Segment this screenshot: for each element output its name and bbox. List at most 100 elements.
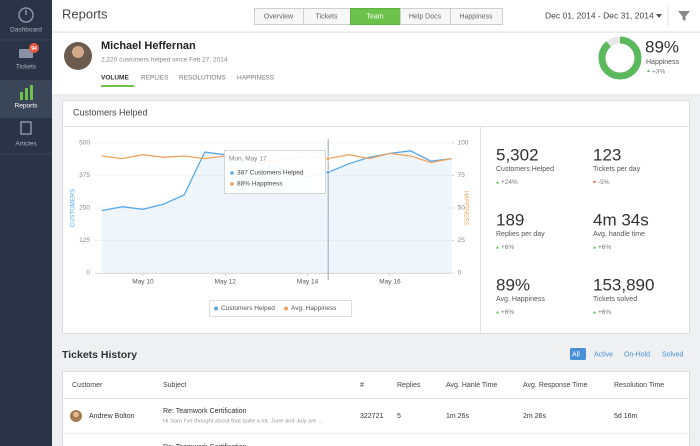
ticket-subject[interactable]: Re: Teamwork Certification (163, 408, 247, 415)
up-arrow (496, 246, 499, 249)
stat-change: +6% (501, 309, 514, 316)
y2-tick-label: 75 (458, 172, 466, 179)
dashboard-icon[interactable] (18, 7, 34, 23)
stat-value: 89% (496, 275, 530, 294)
section-title: Tickets History (62, 349, 137, 361)
column-header: Avg. Response Time (523, 382, 588, 389)
column-header: # (360, 382, 364, 389)
ticket-resolution: 5d 16m (614, 413, 638, 420)
tab-label[interactable]: Tickets (316, 13, 338, 20)
stat-change: -5% (598, 179, 610, 186)
profile-tab[interactable]: HAPPINESS (237, 75, 275, 82)
up-arrow (496, 311, 499, 314)
badge-count: 94 (31, 46, 37, 52)
tab-label[interactable]: Help Docs (409, 13, 442, 20)
stat-label: Tickets per day (593, 166, 641, 173)
nav-label[interactable]: Reports (15, 103, 39, 110)
column-header: Avg. Hanle Time (446, 382, 497, 389)
y2-tick-label: 50 (458, 205, 466, 212)
y-tick-label: 250 (79, 205, 90, 212)
ticket-handle: 1m 26s (446, 413, 469, 420)
reports-icon (30, 85, 33, 100)
legend-label: Customers Helped (221, 305, 275, 312)
stat-label: Replies per day (496, 231, 545, 238)
tab[interactable] (450, 8, 503, 25)
legend-swatch (214, 306, 218, 311)
column-header: Resolution Time (614, 382, 664, 389)
y-axis-label: CUSTOMERS (71, 189, 77, 227)
nav-label[interactable]: Articles (15, 141, 37, 148)
stat-label: Avg. Happiness (496, 296, 545, 303)
ticket-subject[interactable]: Re: Teamwork Certification (163, 444, 247, 446)
tooltip-line: 387 Customers Helped (237, 170, 304, 177)
x-tick-label: May 16 (379, 279, 401, 286)
y-tick-label: 375 (79, 172, 90, 179)
tab-label[interactable]: Happiness (459, 13, 493, 20)
legend (209, 300, 352, 317)
profile-subtitle: 2,220 customers helped since Feb 27, 201… (101, 57, 228, 64)
happiness-change: +3% (652, 69, 665, 76)
tooltip (224, 150, 326, 194)
tickets-icon[interactable] (19, 49, 33, 58)
y-tick-label: 0 (86, 270, 90, 277)
page-title: Reports (62, 6, 108, 21)
up-arrow (496, 181, 499, 184)
happiness-caption: Happiness (646, 59, 680, 66)
filter[interactable]: On-Hold (624, 351, 650, 358)
articles-icon[interactable] (20, 121, 32, 135)
tooltip-dot (230, 171, 234, 175)
x-tick-label: May 10 (132, 279, 154, 286)
date-range[interactable]: Dec 01, 2014 - Dec 31, 2014 (545, 10, 654, 20)
filter-icon[interactable] (678, 11, 690, 21)
stat-value: 4m 34s (593, 210, 649, 229)
panel (62, 100, 690, 334)
profile-tab[interactable]: VOLUME (101, 75, 129, 82)
sidebar (0, 0, 52, 446)
down-arrow (593, 181, 596, 184)
profile-tab[interactable]: REPLIES (141, 75, 169, 82)
up-arrow (647, 69, 650, 72)
stat-value: 123 (593, 145, 621, 164)
stat-change: +6% (598, 244, 611, 251)
area (101, 150, 452, 273)
ticket-preview: Hi Sam I've thought about that quite a l… (163, 419, 323, 425)
hover-point (325, 156, 331, 162)
stat-label: Tickets solved (593, 296, 637, 303)
up-arrow (593, 311, 596, 314)
stat-label: Customers Helped (496, 166, 554, 173)
reports-icon (20, 92, 23, 100)
column-header: Replies (397, 382, 421, 389)
up-arrow (593, 246, 596, 249)
legend-swatch (284, 306, 288, 311)
nav-label[interactable]: Tickets (16, 64, 37, 71)
ticket-number: 322721 (360, 413, 383, 420)
y-tick-label: 125 (79, 237, 90, 244)
tooltip-title: Mon, May 17 (229, 156, 267, 163)
legend-label: Avg. Happiness (291, 305, 337, 312)
tab-label[interactable]: Team (366, 13, 383, 20)
stat-value: 189 (496, 210, 524, 229)
nav-label[interactable]: Dashboard (10, 27, 42, 34)
filter-active[interactable] (570, 348, 586, 360)
profile-name: Michael Heffernan (101, 40, 196, 52)
profile (52, 33, 700, 95)
ticket-customer: Andrew Bolton (89, 413, 135, 420)
y2-axis-label: HAPPINESS (462, 191, 468, 225)
tab-label[interactable]: Overview (264, 13, 294, 20)
ticket-response: 2m 26s (523, 413, 546, 420)
ticket-replies: 5 (397, 413, 401, 420)
stat-change: +24% (501, 179, 518, 186)
avatar-face (73, 411, 79, 418)
date-caret[interactable] (656, 14, 662, 18)
filter[interactable]: Solved (662, 351, 684, 358)
filter[interactable]: Active (594, 351, 613, 358)
profile-tab[interactable]: RESOLUTIONS (179, 75, 226, 82)
panel-title: Customers Helped (73, 107, 148, 117)
filter[interactable]: All (572, 351, 580, 358)
x-tick-label: May 12 (215, 279, 237, 286)
y2-tick-label: 0 (458, 270, 462, 277)
y-tick-label: 500 (79, 140, 90, 147)
stat-label: Avg. handle time (593, 231, 645, 238)
